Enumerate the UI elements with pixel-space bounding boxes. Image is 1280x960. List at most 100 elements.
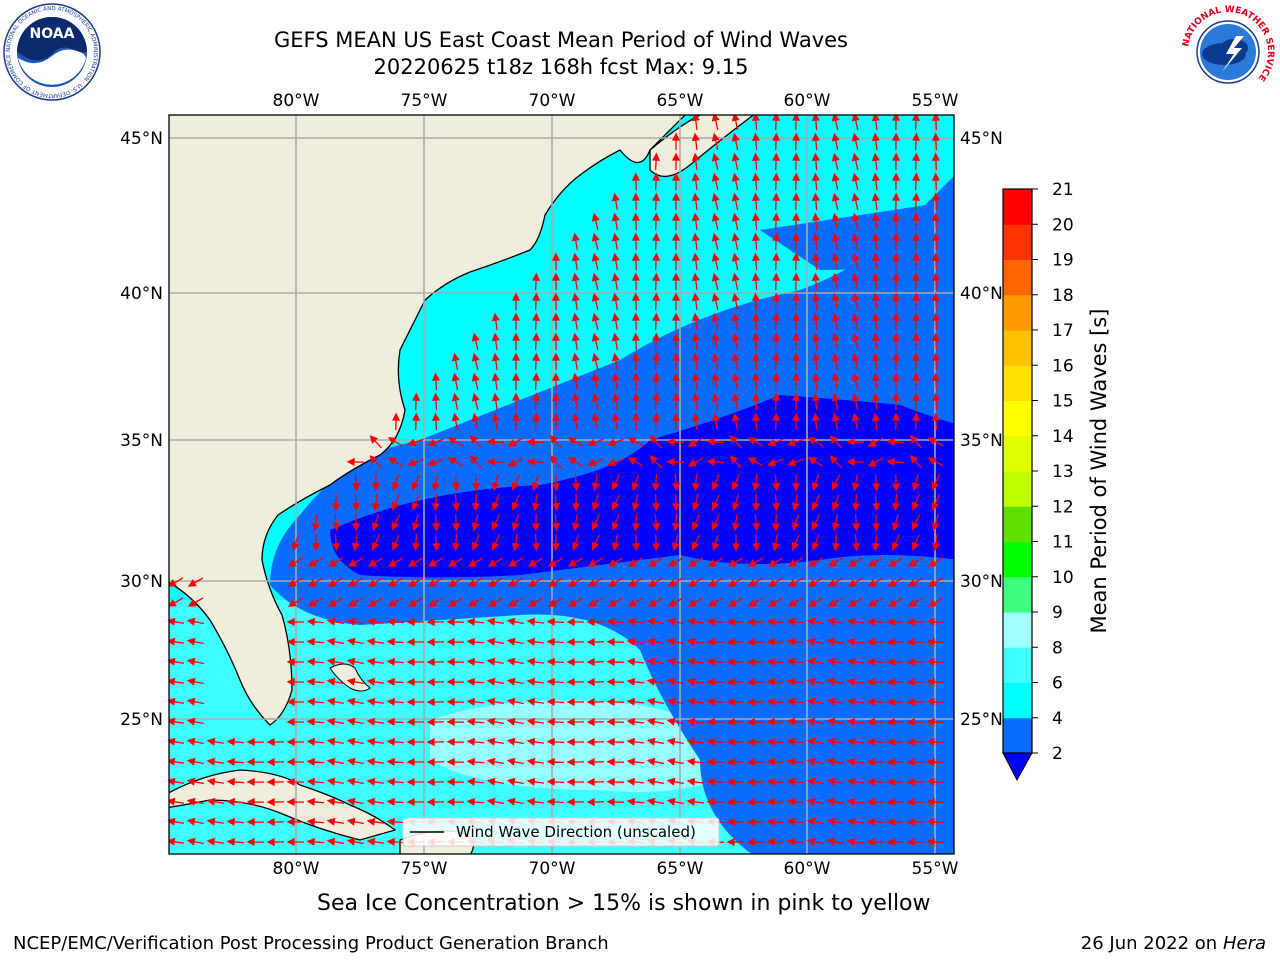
wind-arrow-icon	[471, 493, 480, 512]
wind-arrow-icon	[747, 577, 764, 587]
wind-arrow-icon	[466, 697, 485, 706]
wind-arrow-icon	[186, 677, 204, 686]
wind-arrow-icon	[906, 797, 925, 807]
wind-arrow-icon	[726, 817, 745, 827]
wind-arrow-icon	[831, 392, 840, 410]
wind-arrow-icon	[391, 474, 400, 492]
wind-arrow-icon	[787, 458, 804, 467]
wind-arrow-icon	[571, 252, 580, 271]
wind-arrow-icon	[671, 212, 681, 231]
wind-arrow-icon	[652, 152, 661, 171]
wind-arrow-icon	[206, 837, 225, 846]
wind-arrow-icon	[511, 292, 521, 311]
wind-arrow-icon	[691, 352, 700, 371]
wind-arrow-icon	[446, 697, 465, 707]
wind-arrow-icon	[446, 617, 465, 627]
wind-arrow-icon	[846, 677, 865, 686]
wind-arrow-icon	[691, 252, 700, 271]
wind-arrow-icon	[912, 152, 921, 171]
wind-arrow-icon	[631, 232, 641, 251]
wind-arrow-icon	[806, 717, 824, 726]
wind-arrow-icon	[691, 192, 700, 211]
wind-arrow-icon	[931, 252, 940, 271]
wind-arrow-icon	[586, 657, 605, 667]
wind-arrow-icon	[891, 292, 901, 311]
wind-arrow-icon	[912, 252, 921, 271]
wind-arrow-icon	[871, 533, 880, 552]
wind-arrow-icon	[446, 717, 465, 727]
wind-arrow-icon	[646, 697, 664, 706]
wind-arrow-icon	[626, 657, 645, 666]
wind-arrow-icon	[286, 837, 305, 847]
wind-arrow-icon	[907, 557, 924, 567]
wind-arrow-icon	[387, 437, 404, 447]
wind-arrow-icon	[866, 797, 885, 806]
wind-arrow-icon	[866, 717, 885, 726]
wind-arrow-icon	[772, 372, 781, 391]
wind-arrow-icon	[671, 152, 681, 171]
wind-arrow-icon	[486, 677, 504, 686]
wind-arrow-icon	[591, 292, 600, 310]
wind-arrow-icon	[671, 412, 681, 431]
wind-arrow-icon	[772, 312, 781, 331]
wind-arrow-icon	[366, 717, 385, 726]
wind-arrow-icon	[851, 132, 860, 150]
wind-arrow-icon	[646, 797, 664, 806]
wind-arrow-icon	[367, 597, 384, 607]
wind-arrow-icon	[606, 637, 625, 646]
wind-arrow-icon	[826, 737, 844, 746]
wind-arrow-icon	[666, 717, 684, 726]
wind-arrow-icon	[912, 192, 921, 211]
wind-arrow-icon	[706, 677, 725, 686]
wind-arrow-icon	[626, 757, 645, 766]
wind-arrow-icon	[546, 737, 565, 746]
wind-arrow-icon	[187, 597, 204, 607]
wind-arrow-icon	[746, 837, 765, 847]
wind-arrow-icon	[711, 392, 720, 410]
wind-arrow-icon	[306, 717, 325, 726]
wind-arrow-icon	[511, 312, 521, 331]
wind-arrow-icon	[912, 272, 921, 291]
wind-arrow-icon	[886, 697, 905, 707]
wind-arrow-icon	[652, 352, 661, 371]
wind-arrow-icon	[549, 455, 562, 469]
wind-arrow-icon	[286, 657, 305, 667]
wind-arrow-icon	[491, 412, 500, 431]
wind-arrow-icon	[627, 577, 644, 587]
wind-arrow-icon	[691, 412, 700, 431]
wind-arrow-icon	[607, 438, 624, 447]
wind-arrow-icon	[266, 837, 285, 847]
wind-arrow-icon	[471, 514, 480, 532]
wind-arrow-icon	[806, 737, 824, 746]
wind-arrow-icon	[411, 514, 420, 532]
wind-arrow-icon	[911, 474, 920, 492]
wind-arrow-icon	[606, 757, 625, 766]
wind-arrow-icon	[926, 777, 945, 786]
wind-arrow-icon	[806, 777, 824, 786]
wind-arrow-icon	[907, 597, 924, 607]
wind-arrow-icon	[587, 458, 604, 467]
wind-arrow-icon	[591, 232, 600, 250]
wind-arrow-icon	[186, 737, 204, 746]
wind-arrow-icon	[906, 777, 925, 787]
wind-arrow-icon	[751, 292, 760, 311]
wind-arrow-icon	[587, 438, 604, 447]
wind-arrow-icon	[511, 372, 521, 391]
wind-arrow-icon	[347, 577, 364, 587]
wind-arrow-icon	[551, 473, 561, 492]
wind-arrow-icon	[767, 458, 784, 467]
wind-arrow-icon	[451, 352, 460, 370]
wind-arrow-icon	[912, 292, 921, 311]
wind-arrow-icon	[511, 494, 520, 511]
wind-arrow-icon	[926, 657, 945, 666]
wind-arrow-icon	[311, 513, 320, 532]
wind-arrow-icon	[731, 212, 740, 230]
wind-arrow-icon	[627, 557, 644, 567]
wind-arrow-icon	[851, 474, 860, 492]
wind-arrow-icon	[671, 252, 681, 271]
wind-arrow-icon	[727, 557, 744, 567]
wind-arrow-icon	[551, 332, 561, 351]
wind-arrow-icon	[652, 412, 661, 431]
wind-arrow-icon	[891, 534, 900, 551]
wind-arrow-icon	[711, 534, 720, 552]
